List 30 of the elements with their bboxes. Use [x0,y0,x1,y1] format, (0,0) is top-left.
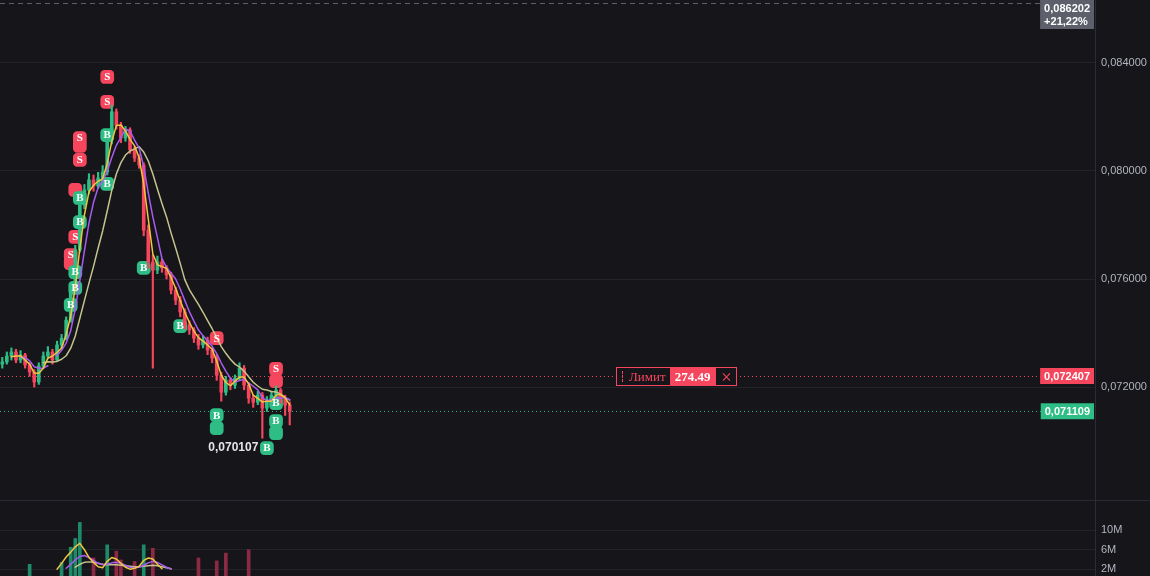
annotation: 274.49 [669,368,716,385]
series-label: B [140,261,149,274]
y-tick-label: 0,084000 [1101,55,1147,68]
ref-line-label: 0,072407 [1044,369,1091,382]
series-label: B [272,414,281,427]
text: B [213,408,221,421]
annotation: 0,070107 [208,439,259,454]
text: S [104,70,111,83]
text: S [104,95,111,108]
y-tick-label: 6M [1101,542,1117,555]
text: B [263,441,271,454]
ref-line-label: 0,071109 [1044,404,1091,417]
point [209,421,224,436]
text: B [76,191,84,204]
y-tick-label: 10M [1101,523,1123,536]
text: B [103,128,111,141]
text: B [76,215,84,228]
y-tick-label: 2M [1101,562,1117,575]
y-tick-label: 0,080000 [1101,164,1147,177]
text: B [176,319,184,332]
text: B [103,177,111,190]
text: S [72,230,79,243]
ref-line-label: 0,086202 +21,22% [1044,1,1091,27]
series-label: S [76,153,83,166]
y-tick-label: 0,076000 [1101,272,1147,285]
series-label: S [76,131,83,144]
text: S [272,362,280,375]
y-tick-label: 0,072000 [1101,380,1147,393]
annotation: Лимит [629,368,666,385]
text: B [272,396,280,409]
